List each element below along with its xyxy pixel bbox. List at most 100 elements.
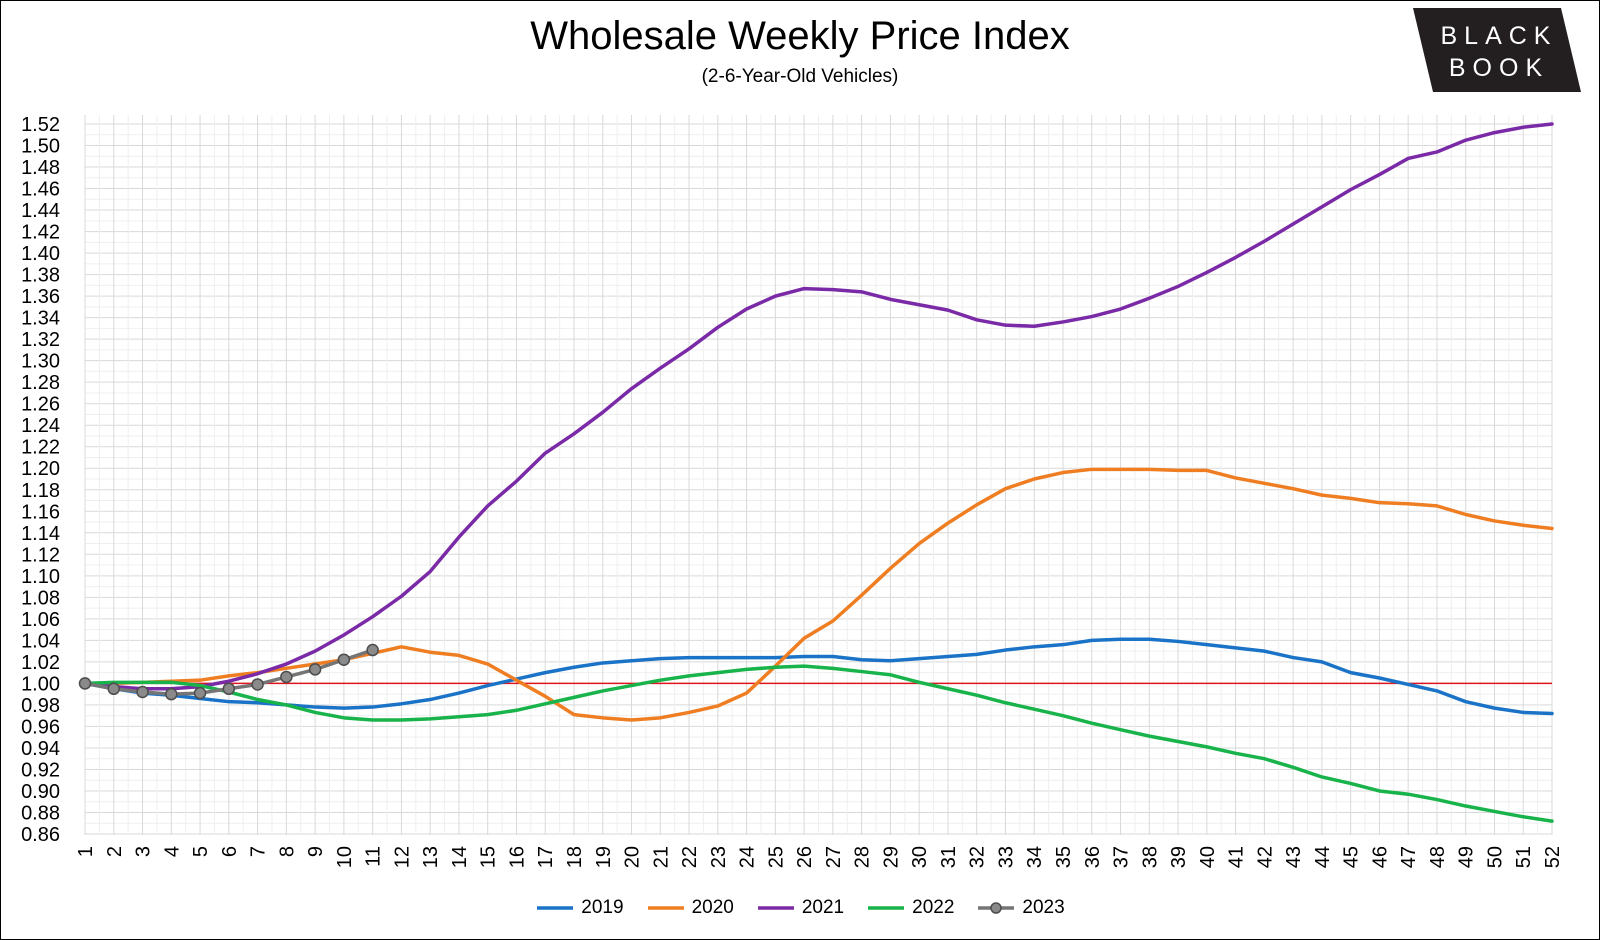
- y-tick-label: 1.12: [21, 544, 60, 566]
- data-point-2023: [136, 685, 149, 699]
- y-tick-label: 0.98: [21, 695, 60, 717]
- y-tick-label: 1.04: [21, 630, 60, 652]
- x-tick-label: 44: [1312, 846, 1334, 868]
- x-tick-label: 25: [765, 846, 787, 868]
- y-tick-label: 1.08: [21, 587, 60, 609]
- grid: [84, 115, 1553, 835]
- series-line-2021: [83, 122, 1554, 691]
- x-tick-label: 21: [650, 846, 672, 868]
- y-tick-label: 1.32: [21, 329, 60, 351]
- legend-item-2019: 2019: [535, 897, 624, 919]
- x-tick-label: 5: [190, 846, 212, 857]
- y-tick-label: 1.42: [21, 222, 60, 244]
- y-tick-label: 1.34: [21, 308, 60, 330]
- x-tick-label: 52: [1542, 846, 1564, 868]
- y-tick-label: 1.48: [21, 157, 60, 179]
- x-tick-label: 15: [478, 846, 500, 868]
- x-tick-label: 32: [967, 846, 989, 868]
- x-tick-label: 40: [1197, 846, 1219, 868]
- x-tick-label: 37: [1111, 846, 1133, 868]
- y-tick-label: 1.44: [21, 200, 60, 222]
- y-tick-label: 1.28: [21, 372, 60, 394]
- y-tick-label: 1.00: [21, 673, 60, 695]
- x-tick-label: 49: [1456, 846, 1478, 868]
- x-tick-label: 16: [506, 846, 528, 868]
- x-tick-label: 46: [1369, 846, 1391, 868]
- legend-swatch-marker: [990, 902, 1003, 914]
- y-tick-label: 1.26: [21, 394, 60, 416]
- data-point-2023: [193, 686, 207, 700]
- x-tick-label: 39: [1168, 846, 1190, 868]
- y-tick-label: 1.16: [21, 501, 60, 523]
- legend-label: 2023: [1022, 897, 1065, 918]
- x-tick-label: 13: [420, 846, 442, 868]
- x-tick-label: 35: [1053, 846, 1075, 868]
- x-tick-label: 38: [1139, 846, 1161, 868]
- data-point-2023: [222, 682, 236, 696]
- y-tick-label: 0.92: [21, 759, 60, 781]
- data-point-2023: [107, 682, 121, 696]
- data-point-2023: [280, 670, 293, 684]
- x-tick-label: 14: [449, 846, 471, 868]
- chart-subtitle: (2-6-Year-Old Vehicles): [701, 66, 899, 87]
- x-axis-ticks: 1 2 3 4 5 6 7 8 9 10 11 12 13 14 15 16 17 18 19 20 21 22 23 24 2…: [75, 846, 1564, 868]
- series-2023: [78, 643, 379, 701]
- x-tick-label: 9: [305, 846, 327, 857]
- logo-line-1: BLACK: [1441, 22, 1558, 50]
- series-group: [78, 122, 1554, 823]
- series-line-2020: [83, 467, 1554, 722]
- y-tick-label: 1.06: [21, 609, 60, 631]
- y-tick-label: 0.94: [21, 738, 60, 760]
- x-tick-label: 4: [161, 846, 183, 857]
- chart-title: Wholesale Weekly Price Index: [530, 14, 1070, 58]
- series-2022: [83, 664, 1554, 823]
- series-line-2022: [83, 664, 1554, 823]
- x-tick-label: 45: [1341, 846, 1363, 868]
- x-tick-label: 7: [248, 846, 270, 857]
- y-tick-label: 1.36: [21, 286, 60, 308]
- x-tick-label: 17: [535, 846, 557, 868]
- x-tick-label: 30: [909, 846, 931, 868]
- y-tick-label: 0.88: [21, 802, 60, 824]
- legend-item-2023: 2023: [976, 897, 1065, 919]
- data-point-2023: [366, 643, 379, 657]
- legend-swatch-2022: [868, 906, 905, 910]
- series-line-2019: [83, 637, 1554, 716]
- y-tick-label: 1.30: [21, 351, 60, 373]
- x-tick-label: 19: [593, 846, 615, 868]
- x-tick-label: 33: [995, 846, 1017, 868]
- x-tick-label: 28: [852, 846, 874, 868]
- legend-swatch-2021: [757, 906, 794, 910]
- x-tick-label: 27: [823, 846, 845, 868]
- y-tick-label: 1.40: [21, 243, 60, 265]
- x-tick-label: 43: [1283, 846, 1305, 868]
- legend-label: 2022: [912, 897, 955, 918]
- data-point-2023: [165, 687, 178, 701]
- x-tick-label: 34: [1024, 846, 1046, 868]
- x-tick-label: 12: [391, 846, 413, 868]
- legend-label: 2020: [691, 897, 734, 918]
- y-tick-label: 1.18: [21, 480, 60, 502]
- x-tick-label: 26: [794, 846, 816, 868]
- legend: 2019 2020 2021 2022 2023: [0, 897, 1600, 919]
- y-tick-label: 1.50: [21, 136, 60, 158]
- series-2019: [83, 637, 1554, 716]
- x-tick-label: 36: [1082, 846, 1104, 868]
- data-point-2023: [337, 653, 351, 666]
- x-tick-label: 1: [75, 846, 97, 857]
- data-point-2023: [78, 677, 92, 690]
- x-tick-label: 42: [1254, 846, 1276, 868]
- y-tick-label: 1.02: [21, 652, 60, 674]
- x-tick-label: 41: [1226, 846, 1248, 868]
- y-tick-label: 1.10: [21, 566, 60, 588]
- legend-label: 2021: [801, 897, 845, 918]
- x-tick-label: 29: [880, 846, 902, 868]
- x-tick-label: 2: [104, 846, 126, 857]
- y-tick-label: 1.38: [21, 265, 60, 287]
- data-point-2023: [308, 663, 322, 676]
- x-tick-label: 6: [219, 846, 241, 857]
- x-tick-label: 51: [1513, 846, 1535, 868]
- x-tick-label: 10: [334, 846, 356, 868]
- x-tick-label: 8: [276, 846, 298, 857]
